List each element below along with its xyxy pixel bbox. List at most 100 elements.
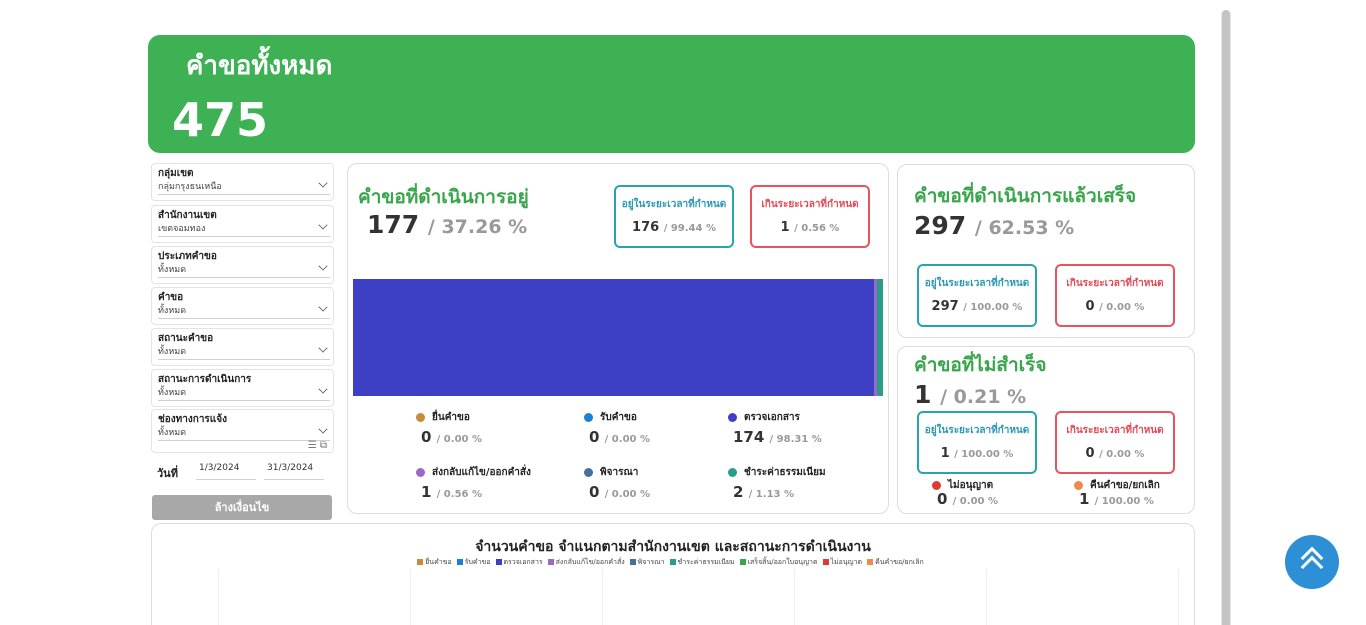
banner-title: คำขอทั้งหมด xyxy=(186,51,333,81)
total-requests-banner: คำขอทั้งหมด 475 xyxy=(148,35,1195,153)
done-count-pct: / 62.53 % xyxy=(974,217,1075,239)
legend-count: 1 xyxy=(421,483,432,501)
bar-segment-2[interactable] xyxy=(353,279,875,396)
over-count: 0 xyxy=(1085,299,1095,314)
legend-pct: / 0.56 % xyxy=(436,489,482,500)
gridline xyxy=(410,569,411,625)
expand-icon[interactable]: ⧉ xyxy=(319,440,327,451)
clear-filters-button[interactable]: ล้างเงื่อนไข xyxy=(152,495,332,520)
date-to-input[interactable]: 31/3/2024 xyxy=(264,460,324,480)
legend-value: 174 / 98.31 % xyxy=(733,428,822,446)
vertical-scrollbar[interactable] xyxy=(1221,10,1231,625)
failed-card: คำขอที่ไม่สำเร็จ 1 / 0.21 % อยู่ในระยะเว… xyxy=(897,346,1195,514)
legend-name: ยื่นคำขอ xyxy=(432,412,470,423)
filter-label: ประเภทคำขอ xyxy=(158,251,217,262)
filter-district-office[interactable]: สำนักงานเขต เขตจอมทอง xyxy=(151,205,334,243)
date-from-input[interactable]: 1/3/2024 xyxy=(196,460,256,480)
in-progress-title: คำขอที่ดำเนินการอยู่ xyxy=(358,186,529,208)
chart-legend-item[interactable]: เสร็จสิ้น/ออกใบอนุญาต xyxy=(739,557,818,568)
chart-legend-item[interactable]: รับคำขอ xyxy=(456,557,491,568)
over-label: เกินระยะเวลาที่กำหนด xyxy=(1066,425,1164,436)
filter-value[interactable]: ทั้งหมด xyxy=(158,263,330,278)
legend-name: ตรวจเอกสาร xyxy=(744,412,800,423)
over-label: เกินระยะเวลาที่กำหนด xyxy=(761,199,859,210)
filter-value[interactable]: ทั้งหมด xyxy=(158,426,330,441)
legend-dot xyxy=(584,468,593,477)
legend-pct: / 100.00 % xyxy=(1094,496,1154,507)
chart-legend-item[interactable]: คืนคำขอ/ยกเลิก xyxy=(867,557,924,568)
legend-label: ส่งกลับแก้ไข/ออกคำสั่ง xyxy=(555,558,625,566)
in-progress-count: 177 / 37.26 % xyxy=(367,210,527,239)
filter-channel[interactable]: ช่องทางการแจ้ง ทั้งหมด ☰ ⧉ xyxy=(151,409,334,453)
in-progress-card: คำขอที่ดำเนินการอยู่ 177 / 37.26 % อยู่ใ… xyxy=(347,163,889,514)
legend-value: 0 / 0.00 % xyxy=(937,490,998,508)
filter-label: กลุ่มเขต xyxy=(158,168,194,179)
bar-segment-3[interactable] xyxy=(874,279,877,396)
legend-swatch xyxy=(629,559,636,565)
legend-pct: / 1.13 % xyxy=(748,489,794,500)
chart-title: จำนวนคำขอ จำแนกตามสำนักงานเขต และสถานะกา… xyxy=(475,539,871,555)
filter-value[interactable]: ทั้งหมด xyxy=(158,304,330,319)
failed-count: 1 / 0.21 % xyxy=(914,380,1026,409)
legend-label: ตรวจเอกสาร xyxy=(503,558,543,566)
legend-pct: / 0.00 % xyxy=(604,489,650,500)
filter-value[interactable]: ทั้งหมด xyxy=(158,386,330,401)
chart-legend: ยื่นคำขอ รับคำขอ ตรวจเอกสาร ส่งกลับแก้ไข/ออ… xyxy=(152,557,1194,568)
over-count: 0 xyxy=(1085,446,1095,461)
scrollbar-thumb[interactable] xyxy=(1222,10,1230,625)
filter-value[interactable]: กลุ่มกรุงธนเหนือ xyxy=(158,180,330,195)
legend-swatch xyxy=(822,559,829,565)
in-progress-count-value: 177 xyxy=(367,210,420,239)
filter-operation-status[interactable]: สถานะการดำเนินการ ทั้งหมด xyxy=(151,369,334,407)
chart-legend-item[interactable]: ยื่นคำขอ xyxy=(417,557,452,568)
legend-dot xyxy=(1074,481,1083,490)
legend-swatch xyxy=(739,559,746,565)
filter-district-group[interactable]: กลุ่มเขต กลุ่มกรุงธนเหนือ xyxy=(151,163,334,201)
within-pct: / 100.00 % xyxy=(963,302,1023,313)
gridline xyxy=(794,569,795,625)
chart-legend-item[interactable]: ตรวจเอกสาร xyxy=(495,557,543,568)
legend-swatch xyxy=(547,559,554,565)
legend-swatch xyxy=(669,559,676,565)
scroll-to-top-button[interactable] xyxy=(1285,535,1339,589)
failed-over-box: เกินระยะเวลาที่กำหนด 0 / 0.00 % xyxy=(1055,411,1175,474)
filter-request-status[interactable]: สถานะคำขอ ทั้งหมด xyxy=(151,328,334,366)
done-title: คำขอที่ดำเนินการแล้วเสร็จ xyxy=(914,185,1137,207)
date-range: วันที่ 1/3/2024 31/3/2024 xyxy=(151,458,334,486)
chart-legend-item[interactable]: ไม่อนุญาต xyxy=(822,557,863,568)
filter-request-type[interactable]: ประเภทคำขอ ทั้งหมด xyxy=(151,246,334,284)
district-status-chart: จำนวนคำขอ จำแนกตามสำนักงานเขต และสถานะกา… xyxy=(151,523,1195,625)
failed-within-box: อยู่ในระยะเวลาที่กำหนด 1 / 100.00 % xyxy=(917,411,1037,474)
legend-value: 0 / 0.00 % xyxy=(589,483,650,501)
over-count: 1 xyxy=(780,220,790,235)
chart-legend-item[interactable]: ส่งกลับแก้ไข/ออกคำสั่ง xyxy=(547,557,625,568)
within-count: 176 xyxy=(632,220,660,235)
chart-legend-item[interactable]: พิจารณา xyxy=(629,557,665,568)
in-progress-within-box: อยู่ในระยะเวลาที่กำหนด 176 / 99.44 % xyxy=(614,185,734,248)
chart-legend-item[interactable]: ชำระค่าธรรมเนียม xyxy=(669,557,735,568)
legend-name: คืนคำขอ/ยกเลิก xyxy=(1090,480,1160,491)
bar-segment-5[interactable] xyxy=(876,279,883,396)
within-pct: / 100.00 % xyxy=(954,449,1014,460)
over-pct: / 0.56 % xyxy=(794,223,840,234)
over-label: เกินระยะเวลาที่กำหนด xyxy=(1066,278,1164,289)
filter-request[interactable]: คำขอ ทั้งหมด xyxy=(151,287,334,325)
legend-label: ไม่อนุญาต xyxy=(830,558,863,566)
legend-count: 0 xyxy=(589,483,600,501)
legend-swatch xyxy=(867,559,874,565)
within-count: 297 xyxy=(931,299,959,314)
legend-label: เสร็จสิ้น/ออกใบอนุญาต xyxy=(747,558,818,566)
legend-value: 2 / 1.13 % xyxy=(733,483,794,501)
within-value: 1 / 100.00 % xyxy=(919,446,1035,461)
legend-name: พิจารณา xyxy=(600,467,639,478)
filter-label: สถานะการดำเนินการ xyxy=(158,374,252,385)
in-progress-count-pct: / 37.26 % xyxy=(427,216,528,238)
legend-name: ไม่อนุญาต xyxy=(948,480,994,491)
over-pct: / 0.00 % xyxy=(1099,302,1145,313)
status-stacked-bar[interactable] xyxy=(353,279,883,396)
filter-icon[interactable]: ☰ xyxy=(307,440,317,451)
filter-value[interactable]: เขตจอมทอง xyxy=(158,222,330,237)
legend-pct: / 0.00 % xyxy=(604,434,650,445)
filter-value[interactable]: ทั้งหมด xyxy=(158,345,330,360)
